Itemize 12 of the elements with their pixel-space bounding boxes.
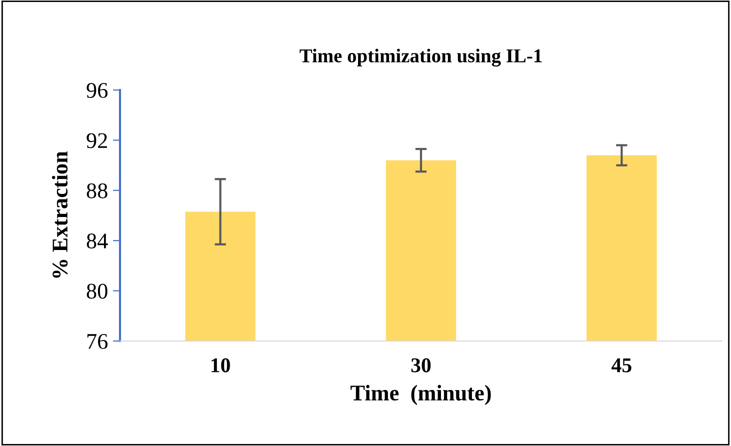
- x-tick-label: 10: [212, 358, 230, 372]
- y-axis-title: % Extraction: [52, 151, 68, 278]
- y-tick-label: 88: [86, 183, 108, 198]
- x-tick-label: 30: [411, 358, 431, 372]
- y-tick-label: 96: [86, 82, 108, 98]
- chart-title: Time optimization using IL-1: [300, 48, 542, 67]
- y-tick-label: 76: [87, 334, 108, 349]
- x-axis-title: Time (minute): [350, 384, 491, 406]
- y-tick-label: 92: [86, 133, 107, 148]
- y-tick-label: 84: [86, 234, 108, 249]
- x-tick-label: 45: [612, 358, 632, 372]
- y-tick-label: 80: [86, 284, 108, 299]
